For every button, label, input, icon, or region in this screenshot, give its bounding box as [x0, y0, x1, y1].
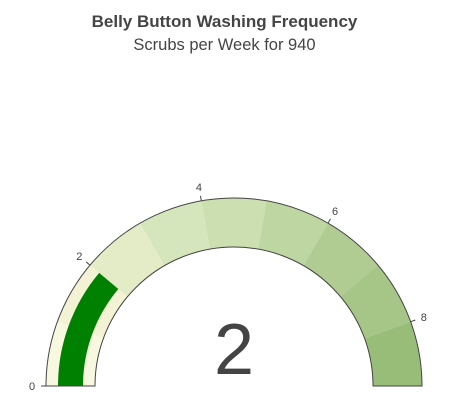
gauge-value-number: 2 [214, 310, 254, 390]
gauge-step-5 [258, 200, 328, 266]
gauge-tick-label-4: 8 [421, 312, 427, 324]
gauge-tick-label-3: 6 [332, 206, 338, 218]
gauge-ticks: 0 2 4 6 8 [29, 182, 427, 393]
gauge-tick-label-0: 0 [29, 381, 35, 393]
gauge-step-4 [201, 198, 267, 250]
gauge-value-bar-group [58, 272, 119, 386]
gauge-outline-group [45, 197, 423, 387]
gauge-step-8 [364, 321, 422, 386]
gauge-step-3 [140, 200, 210, 266]
gauge-tick-4 [410, 319, 416, 323]
gauge-tick-label-1: 2 [76, 251, 82, 263]
gauge-tick-label-2: 4 [196, 182, 202, 194]
gauge-tick-2 [199, 195, 202, 201]
gauge-step-7 [340, 265, 411, 339]
gauge-value-bar [58, 272, 119, 386]
gauge-tick-3 [327, 218, 331, 224]
chart-title: Belly Button Washing Frequency [91, 12, 358, 31]
gauge-outline [45, 197, 423, 387]
chart-subtitle: Scrubs per Week for 940 [133, 36, 316, 54]
gauge-tick-1 [85, 261, 91, 266]
